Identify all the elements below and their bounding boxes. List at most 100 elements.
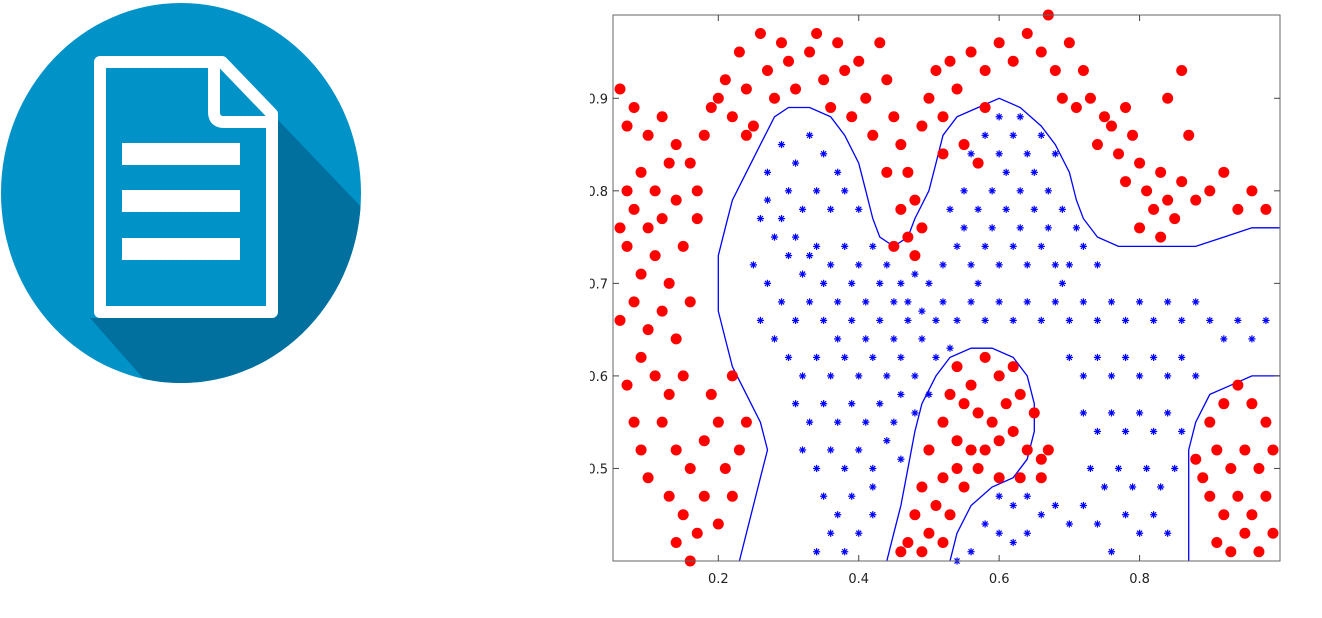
blue-asterisk-point: [848, 400, 856, 408]
red-circle-point: [1246, 398, 1258, 410]
blue-asterisk-point: [756, 316, 765, 324]
blue-asterisk-point: [925, 279, 933, 287]
red-circle-point: [979, 102, 991, 114]
blue-asterisk-point: [855, 446, 863, 454]
red-circle-point: [677, 240, 689, 252]
blue-asterisk-point: [1058, 205, 1066, 213]
red-circle-point: [670, 536, 682, 548]
blue-asterisk-point: [1150, 427, 1158, 436]
blue-asterisk-point: [1121, 427, 1130, 436]
red-circle-point: [1028, 407, 1040, 419]
red-circle-point: [895, 546, 907, 558]
blue-asterisk-point: [777, 298, 786, 306]
x-tick-label: 0.6: [989, 572, 1010, 587]
blue-asterisk-point: [763, 168, 772, 176]
blue-asterisk-point: [1058, 279, 1066, 287]
red-circle-point: [1021, 444, 1033, 456]
red-circle-point: [979, 444, 991, 456]
blue-asterisk-point: [981, 520, 989, 528]
y-tick-label: 0.9: [590, 92, 608, 107]
red-circle-point: [670, 333, 682, 345]
red-circle-point: [846, 111, 858, 123]
blue-asterisk-point: [1065, 520, 1073, 528]
blue-asterisk-point: [1079, 409, 1088, 417]
blue-asterisk-point: [1234, 316, 1242, 324]
red-circle-point: [649, 370, 661, 382]
blue-asterisk-point: [862, 298, 870, 306]
blue-asterisk-point: [1016, 113, 1024, 121]
blue-asterisk-point: [890, 298, 898, 306]
blue-asterisk-point: [911, 372, 919, 380]
red-circle-point: [937, 536, 949, 548]
red-circle-point: [712, 92, 724, 104]
red-circle-point: [663, 388, 675, 400]
blue-asterisk-point: [813, 464, 821, 473]
blue-asterisk-point: [967, 548, 975, 556]
red-circle-point: [1267, 527, 1279, 539]
red-circle-point: [951, 361, 963, 373]
blue-asterisk-point: [1114, 464, 1123, 473]
blue-asterisk-point: [1009, 242, 1017, 250]
blue-asterisk-point: [1079, 501, 1088, 510]
blue-asterisk-point: [855, 205, 863, 213]
blue-asterisk-point: [967, 261, 975, 269]
blue-asterisk-point: [1051, 261, 1059, 269]
red-circle-point: [684, 157, 696, 169]
blue-asterisk-point: [988, 187, 996, 195]
red-circle-point: [670, 139, 682, 151]
red-circle-point: [719, 462, 731, 474]
red-circle-point: [853, 55, 865, 67]
blue-asterisk-point: [827, 529, 835, 537]
red-circle-point: [958, 139, 970, 151]
blue-asterisk-point: [1051, 501, 1059, 510]
red-circle-point: [986, 416, 998, 428]
red-circle-point: [656, 213, 668, 225]
red-circle-point: [1070, 102, 1082, 114]
red-circle-point: [1239, 527, 1251, 539]
red-circle-point: [1148, 203, 1160, 215]
blue-asterisk-point: [974, 279, 982, 287]
blue-asterisk-point: [791, 233, 800, 241]
red-circle-point: [726, 370, 738, 382]
blue-asterisk-point: [911, 409, 919, 417]
blue-asterisk-point: [1037, 242, 1045, 250]
blue-asterisk-point: [995, 529, 1003, 537]
plot-frame: [612, 14, 1281, 562]
red-circle-point: [614, 314, 626, 326]
y-tick-label: 0.8: [590, 185, 608, 200]
blue-asterisk-point: [1051, 150, 1059, 158]
blue-asterisk-point: [953, 242, 961, 250]
blue-asterisk-point: [834, 298, 842, 306]
red-circle-point: [972, 157, 984, 169]
blue-asterisk-point: [981, 131, 989, 139]
red-circle-point: [832, 37, 844, 49]
red-circle-point: [705, 388, 717, 400]
red-circle-point: [733, 444, 745, 456]
red-circle-point: [761, 65, 773, 77]
red-circle-point: [1049, 65, 1061, 77]
red-circle-point: [979, 65, 991, 77]
blue-asterisk-point: [904, 316, 912, 324]
red-circle-point: [712, 518, 724, 530]
blue-asterisk-point: [813, 353, 821, 362]
red-circle-point: [691, 213, 703, 225]
blue-asterisk-point: [1044, 187, 1052, 195]
red-circle-point: [1239, 444, 1251, 456]
blue-asterisk-point: [1178, 427, 1186, 436]
blue-asterisk-point: [925, 390, 933, 399]
blue-asterisk-point: [1107, 298, 1116, 306]
red-circle-point: [1260, 490, 1272, 502]
red-circle-point: [944, 509, 956, 521]
red-circle-point: [1246, 509, 1258, 521]
blue-asterisk-point: [1079, 242, 1088, 250]
blue-asterisk-point: [1009, 538, 1017, 547]
blue-asterisk-point: [883, 372, 891, 380]
red-circle-point: [628, 296, 640, 308]
red-circle-point: [1267, 444, 1279, 456]
red-circle-point: [1197, 472, 1209, 484]
red-circle-point: [698, 129, 710, 141]
blue-asterisk-point: [1009, 501, 1017, 510]
blue-asterisk-point: [883, 437, 891, 445]
red-circle-point: [698, 435, 710, 447]
red-circle-point: [1253, 462, 1265, 474]
